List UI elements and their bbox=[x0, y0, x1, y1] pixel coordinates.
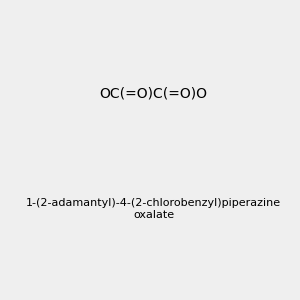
Text: OC(=O)C(=O)O: OC(=O)C(=O)O bbox=[100, 87, 208, 101]
Text: 1-(2-adamantyl)-4-(2-chlorobenzyl)piperazine
oxalate: 1-(2-adamantyl)-4-(2-chlorobenzyl)pipera… bbox=[26, 199, 281, 220]
